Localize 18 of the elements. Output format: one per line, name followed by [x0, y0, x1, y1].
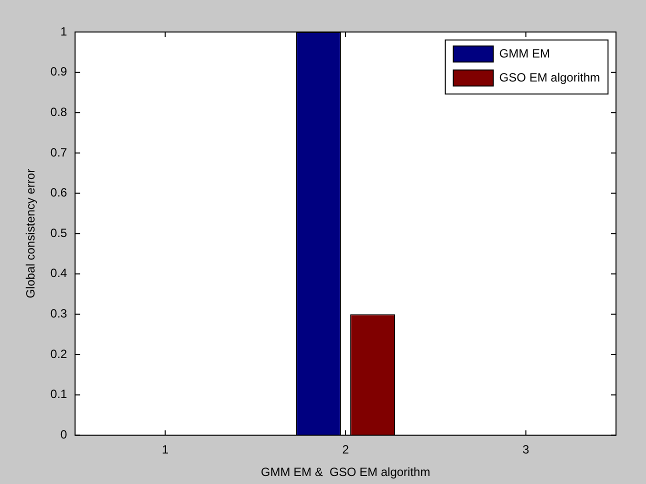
y-tick-label: 0.4 [50, 266, 68, 280]
y-tick-label: 0.7 [50, 145, 68, 160]
y-tick-label: 0.9 [50, 64, 68, 79]
x-axis-title: GMM EM & GSO EM algorithm [260, 465, 430, 480]
y-tick-label: 0.1 [50, 387, 68, 402]
x-tick-label: 2 [342, 442, 350, 457]
y-tick-label: 0 [60, 428, 68, 442]
y-tick-label: 0.2 [50, 346, 68, 361]
y-tick-label: 0.8 [50, 104, 68, 119]
y-tick-label: 0.3 [50, 306, 68, 321]
legend-label: GSO EM algorithm [499, 70, 600, 84]
y-tick-label: 0.6 [50, 186, 68, 200]
x-tick-label: 3 [522, 442, 530, 457]
x-tick-label: 1 [162, 442, 169, 457]
y-tick-label: 1 [60, 24, 68, 38]
y-axis-title: Global consistency error [24, 168, 38, 298]
legend-label: GMM EM [499, 46, 550, 60]
y-tick-label: 0.5 [50, 226, 68, 240]
